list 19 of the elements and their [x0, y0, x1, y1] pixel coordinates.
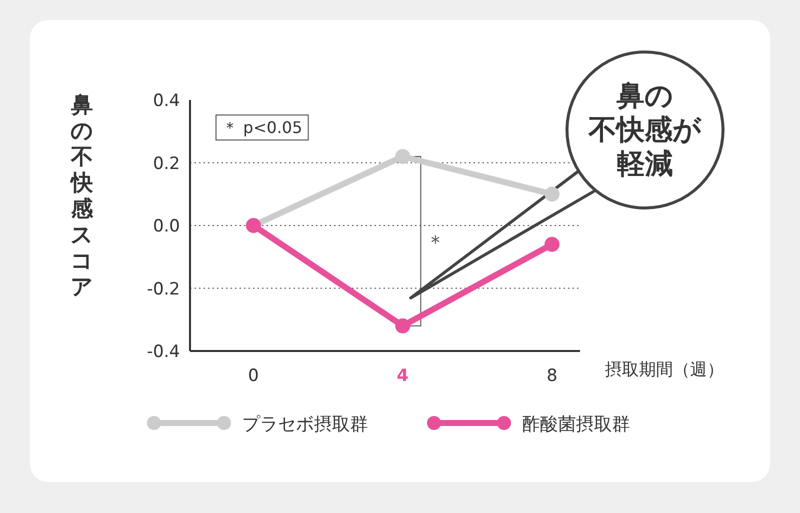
point [544, 236, 560, 252]
text: 鼻の不快感が軽減 [588, 79, 702, 180]
point [544, 186, 560, 202]
x-axis-title: 摂取期間（週） [605, 360, 724, 380]
point [395, 318, 410, 334]
legend-label: プラセボ摂取群 [242, 414, 368, 435]
y-tick-label: 0.2 [152, 154, 180, 174]
x-tick-label: 8 [546, 366, 558, 386]
legend-label: 酢酸菌摂取群 [522, 414, 630, 435]
y-tick-label: 0.0 [152, 216, 180, 236]
annotation: ＊ p<0.05 [222, 118, 302, 137]
point [395, 148, 410, 164]
x-tick-label: 0 [248, 366, 259, 386]
y-tick-label: -0.2 [146, 279, 180, 300]
y-tick-label: -0.4 [146, 342, 180, 362]
annotation: ＊ [426, 230, 446, 254]
x-tick-label: 4 [396, 366, 409, 386]
y-axis-title: 鼻の不快感スコア [69, 93, 94, 300]
y-tick-label: 0.4 [152, 91, 180, 111]
